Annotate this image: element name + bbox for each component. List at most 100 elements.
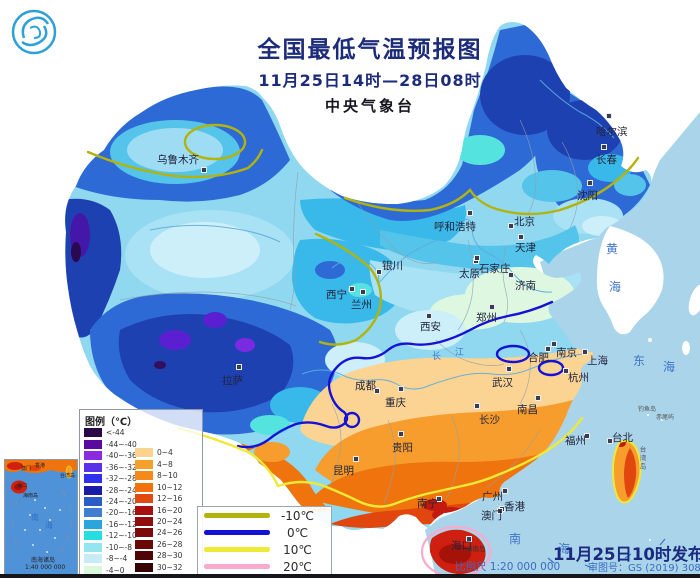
legend-row: -24~-20 [84, 497, 137, 506]
legend-swatch [135, 551, 153, 561]
legend-row: -36~-32 [84, 462, 137, 472]
inset-coast [5, 460, 77, 473]
city-label: 长沙 [479, 414, 500, 426]
sea-label: 江 [455, 348, 465, 358]
legend-row: 0~4 [135, 448, 182, 458]
legend-swatch [84, 542, 102, 552]
sea-label: 海 [663, 360, 676, 374]
legend-swatch [135, 539, 153, 549]
legend-row: 8~10 [135, 471, 182, 481]
inset-label: 香港 [35, 463, 46, 469]
city-dot [489, 304, 495, 310]
sea-label: 赤尾屿 [656, 414, 675, 421]
city-label: 杭州 [568, 372, 589, 384]
small-island [648, 338, 652, 342]
legend-swatch [84, 508, 102, 518]
legend-row: -16~-12 [84, 519, 137, 529]
isoline-label: 0℃ [286, 525, 309, 540]
legend-swatch [84, 554, 102, 564]
city-dot [508, 223, 514, 229]
legend-warm-column: 0~4 4~8 8~10 10~12 12~16 16~20 20~24 24~26 26~28… [135, 448, 182, 574]
legend-row: -28~-24 [84, 485, 137, 495]
cma-logo [10, 8, 58, 56]
inset-dash-line [12, 489, 72, 564]
legend-row: 16~20 [135, 505, 183, 515]
legend-row: -8~-4 [84, 554, 137, 564]
legend-range: -16~-12 [106, 519, 137, 529]
city-dot [376, 269, 382, 275]
city-label: 合肥 [528, 352, 549, 364]
city-dot [349, 286, 355, 292]
isoline-legend-row: 10℃ [198, 541, 331, 558]
legend-range: -8~-4 [106, 554, 128, 564]
city-dot [467, 210, 473, 216]
city-label: 香港 [504, 501, 525, 513]
legend-row: -20~-16 [84, 508, 137, 518]
legend-swatch [135, 459, 153, 469]
city-dot [473, 258, 479, 264]
legend-range: 28~30 [157, 551, 183, 561]
isoline-legend-row: 20℃ [198, 558, 331, 575]
province-borders [119, 119, 579, 505]
city-dot [502, 488, 508, 494]
legend-range: -40~-36 [106, 451, 137, 461]
city-dot [535, 395, 541, 401]
city-dot [601, 144, 607, 150]
agency-name: 中央气象台 [324, 96, 415, 115]
legend-swatch [84, 428, 102, 438]
publish-time: 11月25日10时发布 [553, 545, 700, 564]
approval-number: 审图号：GS (2019) 3082号 [588, 563, 700, 574]
legend-row: 12~16 [135, 494, 183, 504]
isolines [86, 123, 642, 578]
legend-range: -28~-24 [106, 485, 137, 495]
legend-row: 4~8 [135, 459, 182, 469]
legend-row: <-44 [84, 428, 137, 438]
legend-row: -44~-40 [84, 439, 137, 449]
city-dot [582, 349, 588, 355]
legend-range: 10~12 [157, 482, 183, 492]
city-label: 哈尔滨 [596, 126, 628, 138]
isoline-label: 10℃ [283, 542, 312, 557]
city-label: 南宁 [417, 498, 438, 510]
legend-range: 30~32 [157, 562, 183, 572]
forecast-period: 11月25日14时—28日08时 [258, 71, 482, 91]
isoline-10c [176, 416, 642, 508]
title-block: 全国最低气温预报图 11月25日14时—28日08时 中央气象台 [230, 37, 510, 115]
japan-island [688, 284, 700, 316]
city-dot [426, 313, 432, 319]
city-dot [584, 433, 590, 439]
city-label: 重庆 [385, 397, 406, 409]
legend-swatch [84, 439, 102, 449]
legend-range: 8~10 [157, 471, 178, 481]
legend-row: -4~0 [84, 565, 137, 575]
legend-range: -32~-28 [106, 474, 137, 484]
legend-range: -4~0 [106, 565, 125, 575]
city-label: 拉萨 [222, 375, 243, 387]
legend-row: 20~24 [135, 517, 182, 526]
city-dot [607, 438, 613, 444]
legend-swatch [135, 448, 153, 458]
isoline-label: 20℃ [283, 559, 312, 574]
city-label: 上海 [587, 355, 608, 367]
legend-row: 28~30 [135, 551, 183, 561]
legend-row: 24~26 [135, 528, 182, 538]
city-label: 兰州 [351, 299, 372, 311]
legend-swatch [84, 519, 102, 529]
city-dot [563, 368, 569, 374]
city-dot [606, 113, 612, 119]
legend-swatch [84, 497, 102, 506]
legend-range: 12~16 [157, 494, 183, 504]
korea-landmass [596, 226, 664, 335]
city-dot [353, 456, 359, 462]
isoline-sample [204, 530, 270, 535]
legend-swatch [84, 531, 102, 541]
sea-label: 南 [509, 532, 522, 546]
sea-label: 东 [633, 354, 646, 368]
sea-label: 海南岛 [466, 545, 486, 553]
city-dot [506, 366, 512, 372]
legend-range: -12~-10 [106, 531, 137, 541]
legend-range: 16~20 [157, 505, 183, 515]
city-dot [508, 272, 514, 278]
